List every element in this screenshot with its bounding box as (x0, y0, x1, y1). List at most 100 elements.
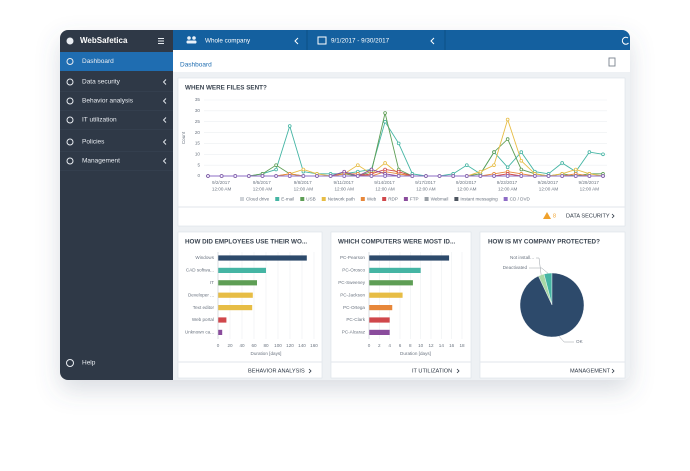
menu-item[interactable]: Dashboard (82, 58, 114, 65)
slice-label: OK (576, 339, 584, 344)
x-tick-label: 9/29/2017 12:00 AM (579, 180, 601, 192)
refresh-icon[interactable] (621, 36, 629, 45)
date-range[interactable]: 9/1/2017 - 9/30/2017 (331, 38, 390, 45)
chevron (162, 117, 167, 123)
chevron[interactable] (456, 368, 460, 374)
chevron[interactable] (294, 37, 299, 45)
legend-swatch[interactable] (275, 197, 280, 201)
y-tick-label: Web portal (192, 317, 214, 322)
x-tick-label: 140 (298, 343, 306, 348)
bar (218, 280, 257, 286)
legend-swatch[interactable] (503, 197, 508, 201)
chevron[interactable] (611, 368, 615, 374)
slice-label: Not install... (510, 255, 534, 260)
menu-item[interactable]: Behavior analysis (82, 98, 134, 105)
export-icon[interactable] (608, 57, 616, 67)
chevron[interactable] (611, 213, 615, 219)
panel-title: HOW DID EMPLOYEES USE THEIR WO... (185, 239, 307, 246)
x-tick-label: 14 (439, 343, 445, 348)
app: WebSafetica Dashboard Data security Behavi… (60, 30, 630, 380)
y-tick-label: 15 (195, 141, 201, 146)
legend-label[interactable]: Web (367, 197, 377, 202)
legend-label[interactable]: USB (306, 197, 315, 202)
legend-swatch[interactable] (321, 197, 326, 201)
leader-line (536, 257, 542, 275)
x-tick-label: 8 (409, 343, 412, 348)
panel-title: WHICH COMPUTERS WERE MOST ID... (338, 239, 455, 246)
bar (218, 267, 266, 273)
sidebar-menu: Dashboard Data security Behavior analysis I… (60, 58, 173, 171)
panel-link[interactable]: MANAGEMENT (570, 368, 611, 374)
help-link[interactable]: Help (82, 360, 96, 367)
menu-icon (66, 97, 74, 105)
legend-label[interactable]: Instant messaging (460, 197, 498, 202)
menu-item[interactable]: Data security (82, 79, 121, 86)
menu-icon (66, 157, 74, 165)
x-tick-label: 120 (286, 343, 294, 348)
legend-label[interactable]: Cloud drive (246, 197, 270, 202)
x-tick-label: 9/23/2017 12:00 AM (497, 180, 519, 192)
legend-swatch[interactable] (403, 197, 408, 201)
legend-swatch[interactable] (240, 197, 244, 201)
active-item (60, 52, 173, 71)
legend-swatch[interactable] (454, 197, 459, 201)
y-tick-label: PC-Orosco (342, 268, 365, 273)
top-bar (173, 30, 630, 50)
menu-item[interactable]: IT utilization (82, 117, 117, 124)
panel-title: HOW IS MY COMPANY PROTECTED? (488, 239, 600, 246)
panel-link[interactable]: BEHAVIOR ANALYSIS (248, 368, 305, 374)
y-tick-label: Developer ... (188, 292, 214, 297)
legend-label[interactable]: E-mail (281, 197, 294, 202)
breadcrumb[interactable]: Dashboard (180, 62, 212, 69)
x-tick-label: 12 (428, 343, 434, 348)
menu-icon (66, 78, 74, 86)
y-tick-label: IT (210, 280, 214, 285)
bar (369, 317, 390, 323)
legend-label[interactable]: Webmail (431, 197, 449, 202)
legend-label[interactable]: Network path (328, 197, 356, 202)
x-tick-label: 80 (263, 343, 269, 348)
x-tick-label: 10 (418, 343, 424, 348)
y-tick-label: 10 (195, 152, 201, 157)
menu-item[interactable]: Policies (82, 139, 105, 146)
x-tick-label: 60 (251, 343, 257, 348)
y-tick-label: 0 (197, 173, 200, 178)
legend-swatch[interactable] (382, 197, 387, 201)
panel-link[interactable]: IT UTILIZATION (412, 368, 452, 374)
y-tick-label: Windows (195, 255, 214, 260)
x-tick-label: 4 (388, 343, 391, 348)
sidebar (60, 30, 173, 380)
bar (369, 292, 403, 298)
chevron (162, 158, 167, 164)
panel-link[interactable]: DATA SECURITY (566, 213, 610, 219)
menu-icon (66, 138, 74, 146)
x-tick-label: 9/2/2017 12:00 AM (212, 180, 232, 192)
x-tick-label: 160 (310, 343, 318, 348)
logo-icon (66, 37, 74, 45)
warning-icon (543, 212, 551, 219)
legend-label[interactable]: RDP (388, 197, 398, 202)
menu-icon[interactable] (158, 38, 164, 44)
bar (369, 267, 421, 273)
menu-item[interactable]: Management (82, 158, 120, 165)
chevron (162, 79, 167, 85)
x-tick-label: 20 (227, 343, 233, 348)
chevron[interactable] (430, 37, 435, 45)
x-tick-label: 9/11/2017 12:00 AM (334, 180, 355, 192)
menu-icon (66, 58, 74, 65)
chevron (162, 139, 167, 145)
bar (369, 255, 450, 261)
leader-line (529, 267, 549, 274)
legend-swatch[interactable] (360, 197, 365, 201)
y-axis-title: Count (181, 131, 186, 144)
pie-slice (519, 272, 585, 338)
legend-label[interactable]: FTP (410, 197, 419, 202)
chevron[interactable] (308, 368, 312, 374)
legend-swatch[interactable] (424, 197, 429, 201)
legend-swatch[interactable] (300, 197, 305, 201)
company-icon (186, 36, 197, 44)
legend-label[interactable]: CD / DVD (510, 197, 531, 202)
scope-selector[interactable]: Whole company (205, 38, 251, 45)
bar (218, 255, 307, 261)
